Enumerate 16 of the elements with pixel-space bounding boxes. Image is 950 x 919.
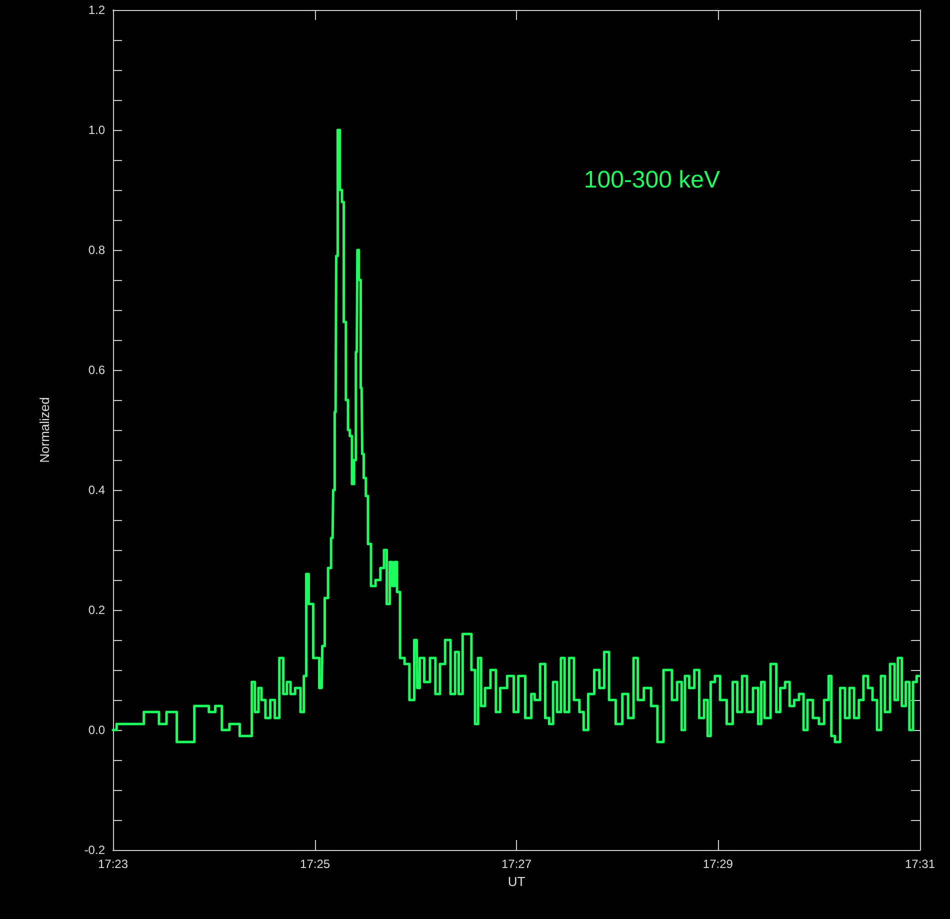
y-tick-label: 0.6 [88,363,106,377]
x-axis-title: UT [508,874,526,889]
y-tick-label: 1.2 [88,3,106,17]
y-tick-label: 0.2 [88,603,106,617]
y-tick-label: 0.8 [88,243,106,257]
y-tick-label: 0.4 [88,483,106,497]
x-tick-label: 17:23 [98,857,128,871]
x-tick-label: 17:31 [904,857,936,871]
y-tick-label: 0.0 [88,723,106,737]
x-tick-label: 17:25 [300,857,330,871]
y-tick-label: -0.2 [84,843,106,857]
y-axis-title: Normalized [37,397,52,463]
text: 100-300 keV [584,166,720,194]
y-tick-label: 1.0 [88,123,106,137]
x-tick-label: 17:29 [702,857,734,871]
x-tick-label: 17:27 [501,857,532,871]
